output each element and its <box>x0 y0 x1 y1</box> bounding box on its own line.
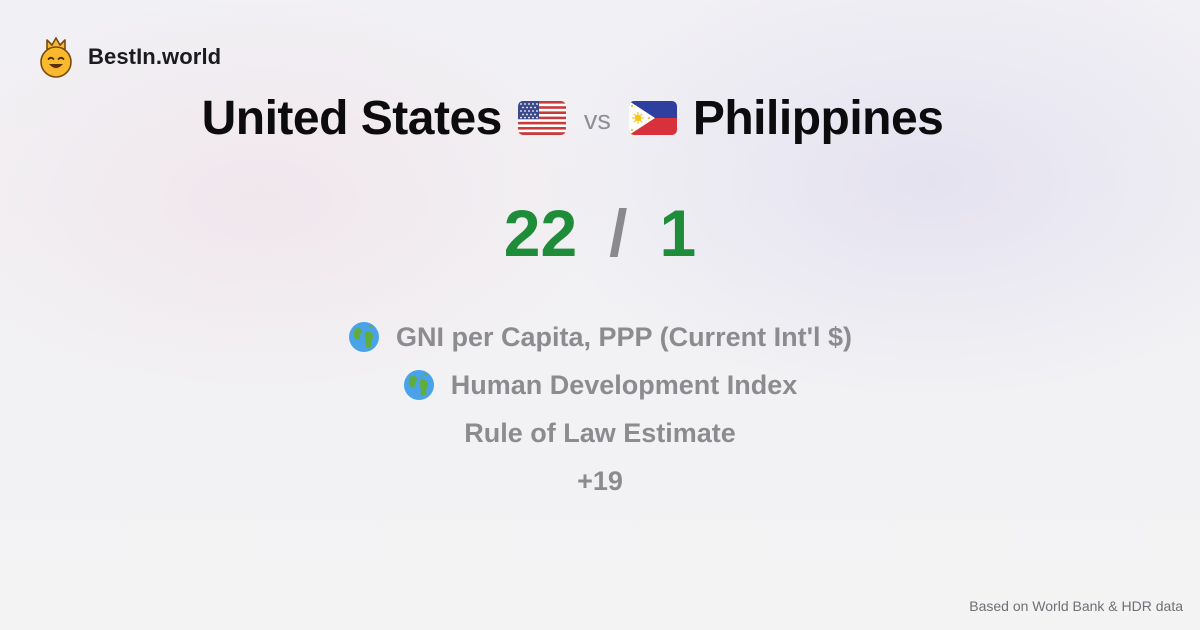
globe-icon <box>403 369 435 401</box>
metric-item: Rule of Law Estimate <box>464 409 736 457</box>
metric-label: Human Development Index <box>451 370 798 401</box>
metric-label: GNI per Capita, PPP (Current Int'l $) <box>396 322 852 353</box>
comparison-title: United States vs Phil <box>0 88 1145 148</box>
metrics-list: GNI per Capita, PPP (Current Int'l $) Hu… <box>0 313 1200 505</box>
more-metrics-count: +19 <box>577 457 623 505</box>
brand-name: BestIn.world <box>88 44 221 70</box>
right-score: 1 <box>660 195 697 271</box>
metric-label: Rule of Law Estimate <box>464 418 736 449</box>
us-flag-icon <box>518 101 566 135</box>
metric-item: Human Development Index <box>403 361 798 409</box>
score-separator: / <box>609 195 627 271</box>
vs-label: vs <box>584 105 611 136</box>
metric-label: +19 <box>577 466 623 497</box>
metric-item: GNI per Capita, PPP (Current Int'l $) <box>348 313 852 361</box>
left-score: 22 <box>504 195 577 271</box>
philippines-flag-icon <box>629 101 677 135</box>
right-country-name: Philippines <box>693 91 944 146</box>
brand-header[interactable]: BestIn.world <box>38 36 221 78</box>
score-summary: 22 / 1 <box>0 195 1200 271</box>
globe-icon <box>348 321 380 353</box>
crown-smiley-icon <box>38 36 74 78</box>
data-source-note: Based on World Bank & HDR data <box>969 598 1183 614</box>
left-country-name: United States <box>202 91 502 146</box>
